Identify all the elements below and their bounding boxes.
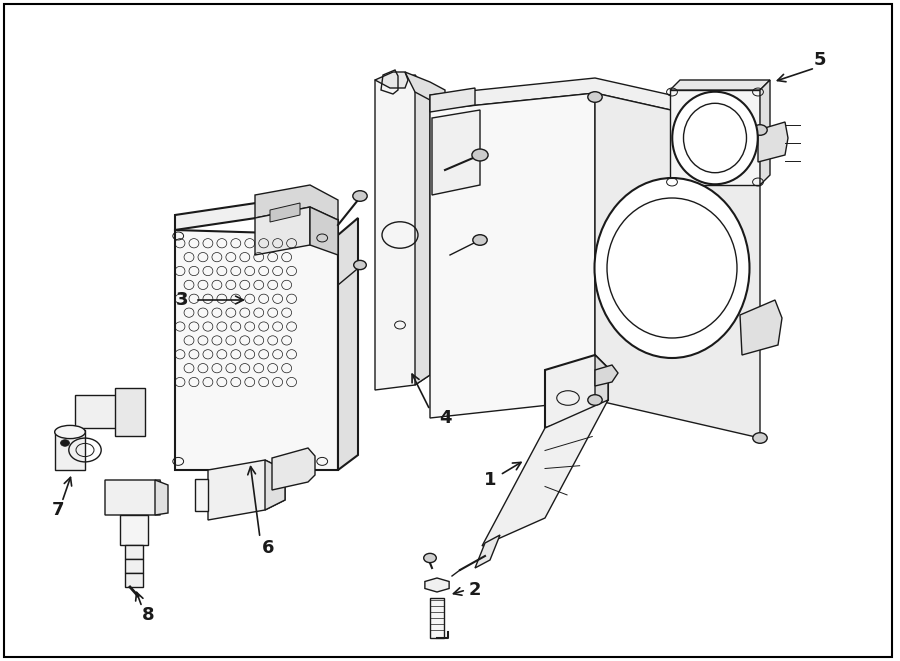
Polygon shape bbox=[310, 207, 338, 255]
Polygon shape bbox=[195, 479, 208, 511]
Ellipse shape bbox=[672, 92, 758, 184]
Polygon shape bbox=[430, 78, 760, 130]
Polygon shape bbox=[430, 93, 595, 418]
Polygon shape bbox=[338, 218, 358, 470]
Bar bbox=[278, 462, 292, 472]
Polygon shape bbox=[115, 388, 145, 436]
Polygon shape bbox=[430, 598, 444, 638]
Polygon shape bbox=[175, 230, 338, 470]
Polygon shape bbox=[758, 122, 788, 162]
Polygon shape bbox=[425, 578, 449, 592]
Polygon shape bbox=[55, 430, 85, 470]
Text: 5: 5 bbox=[814, 51, 826, 69]
Polygon shape bbox=[265, 460, 285, 510]
Polygon shape bbox=[375, 72, 408, 88]
Polygon shape bbox=[270, 203, 300, 222]
Polygon shape bbox=[375, 75, 430, 390]
Polygon shape bbox=[255, 185, 338, 220]
Circle shape bbox=[588, 395, 602, 405]
Polygon shape bbox=[670, 90, 760, 185]
Circle shape bbox=[354, 260, 366, 270]
Text: 2: 2 bbox=[469, 581, 482, 599]
Text: 3: 3 bbox=[176, 291, 188, 309]
Polygon shape bbox=[415, 75, 430, 385]
Text: 6: 6 bbox=[262, 539, 274, 557]
Polygon shape bbox=[595, 355, 608, 412]
Circle shape bbox=[472, 149, 488, 161]
Polygon shape bbox=[482, 400, 608, 546]
Circle shape bbox=[60, 440, 69, 446]
Polygon shape bbox=[125, 545, 143, 559]
Polygon shape bbox=[272, 448, 315, 490]
Circle shape bbox=[472, 235, 487, 245]
Polygon shape bbox=[125, 573, 143, 587]
Text: 7: 7 bbox=[52, 501, 64, 519]
Ellipse shape bbox=[55, 426, 86, 439]
Polygon shape bbox=[155, 480, 168, 515]
Circle shape bbox=[588, 92, 602, 102]
Circle shape bbox=[752, 125, 767, 136]
Polygon shape bbox=[670, 80, 770, 90]
Polygon shape bbox=[105, 480, 165, 515]
Polygon shape bbox=[75, 395, 130, 428]
Polygon shape bbox=[255, 207, 310, 255]
Polygon shape bbox=[208, 460, 285, 520]
Polygon shape bbox=[120, 515, 148, 545]
Polygon shape bbox=[545, 355, 608, 428]
Circle shape bbox=[752, 433, 767, 444]
Polygon shape bbox=[430, 88, 475, 112]
Polygon shape bbox=[760, 80, 770, 185]
Text: 8: 8 bbox=[141, 606, 154, 624]
Circle shape bbox=[424, 553, 436, 563]
Text: 1: 1 bbox=[484, 471, 496, 489]
Polygon shape bbox=[125, 559, 143, 573]
Polygon shape bbox=[740, 300, 782, 355]
Polygon shape bbox=[405, 72, 445, 108]
Text: 4: 4 bbox=[439, 409, 451, 427]
Polygon shape bbox=[475, 535, 500, 568]
Polygon shape bbox=[595, 365, 618, 386]
Circle shape bbox=[353, 191, 367, 202]
Ellipse shape bbox=[595, 178, 750, 358]
Polygon shape bbox=[595, 93, 760, 438]
Polygon shape bbox=[432, 110, 480, 195]
Polygon shape bbox=[175, 195, 338, 235]
